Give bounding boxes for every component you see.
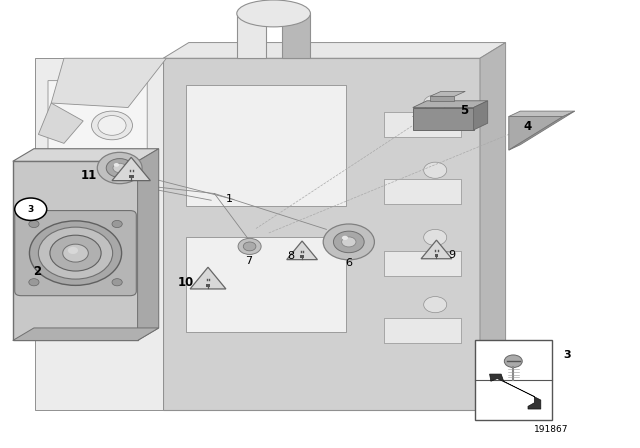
Circle shape bbox=[63, 244, 88, 262]
Bar bbox=[129, 175, 134, 178]
Circle shape bbox=[342, 236, 348, 240]
Polygon shape bbox=[282, 13, 310, 58]
Polygon shape bbox=[35, 58, 163, 410]
Circle shape bbox=[113, 164, 127, 173]
Polygon shape bbox=[13, 328, 159, 340]
Circle shape bbox=[424, 162, 447, 178]
Circle shape bbox=[424, 95, 447, 111]
Polygon shape bbox=[287, 241, 317, 260]
Text: 5: 5 bbox=[460, 104, 468, 117]
Polygon shape bbox=[138, 149, 159, 340]
Polygon shape bbox=[413, 101, 488, 108]
Polygon shape bbox=[48, 81, 147, 184]
Polygon shape bbox=[163, 43, 506, 58]
Circle shape bbox=[112, 220, 122, 228]
FancyBboxPatch shape bbox=[15, 211, 136, 296]
Polygon shape bbox=[421, 240, 452, 259]
Polygon shape bbox=[509, 111, 575, 116]
Polygon shape bbox=[490, 374, 541, 409]
Text: 11: 11 bbox=[80, 169, 97, 182]
Bar bbox=[384, 179, 461, 204]
Circle shape bbox=[112, 279, 122, 286]
Circle shape bbox=[424, 297, 447, 313]
Polygon shape bbox=[13, 149, 159, 161]
Circle shape bbox=[114, 163, 119, 167]
Circle shape bbox=[504, 355, 522, 367]
Bar bbox=[300, 255, 304, 258]
Polygon shape bbox=[186, 85, 346, 206]
Polygon shape bbox=[509, 116, 563, 150]
Circle shape bbox=[29, 279, 39, 286]
Text: 3: 3 bbox=[563, 350, 571, 360]
Polygon shape bbox=[163, 58, 480, 410]
Circle shape bbox=[424, 229, 447, 246]
Text: 9: 9 bbox=[448, 250, 456, 260]
Circle shape bbox=[98, 116, 126, 135]
Polygon shape bbox=[13, 161, 138, 340]
Text: 3: 3 bbox=[28, 205, 34, 214]
Polygon shape bbox=[413, 108, 474, 130]
Bar bbox=[435, 254, 438, 257]
Polygon shape bbox=[51, 58, 166, 108]
Polygon shape bbox=[190, 267, 226, 289]
Polygon shape bbox=[509, 111, 575, 150]
Circle shape bbox=[92, 111, 132, 140]
Bar bbox=[384, 318, 461, 343]
Circle shape bbox=[97, 152, 142, 184]
Bar bbox=[206, 284, 210, 287]
Ellipse shape bbox=[237, 0, 310, 27]
Polygon shape bbox=[38, 103, 83, 143]
Circle shape bbox=[333, 231, 364, 253]
Polygon shape bbox=[430, 96, 454, 101]
Circle shape bbox=[29, 221, 122, 285]
Circle shape bbox=[342, 237, 356, 247]
Circle shape bbox=[68, 247, 78, 254]
Text: 10: 10 bbox=[177, 276, 194, 289]
Circle shape bbox=[38, 227, 113, 279]
Bar bbox=[384, 112, 461, 137]
Circle shape bbox=[243, 242, 256, 251]
Bar bbox=[475, 340, 552, 420]
Polygon shape bbox=[186, 237, 346, 332]
Circle shape bbox=[238, 238, 261, 254]
Text: 6: 6 bbox=[346, 258, 352, 268]
Text: 191867: 191867 bbox=[534, 425, 569, 434]
Circle shape bbox=[50, 235, 101, 271]
Polygon shape bbox=[237, 13, 266, 58]
Circle shape bbox=[29, 220, 39, 228]
Polygon shape bbox=[430, 91, 465, 96]
Text: 8: 8 bbox=[287, 251, 294, 261]
Circle shape bbox=[15, 198, 47, 220]
Text: 4: 4 bbox=[524, 120, 532, 133]
Polygon shape bbox=[480, 43, 506, 410]
Text: 7: 7 bbox=[244, 256, 252, 266]
Circle shape bbox=[323, 224, 374, 260]
Polygon shape bbox=[112, 157, 150, 181]
Polygon shape bbox=[474, 101, 488, 130]
Circle shape bbox=[106, 159, 133, 177]
Text: 2: 2 bbox=[33, 265, 41, 279]
Text: 1: 1 bbox=[226, 194, 232, 204]
Bar bbox=[384, 251, 461, 276]
